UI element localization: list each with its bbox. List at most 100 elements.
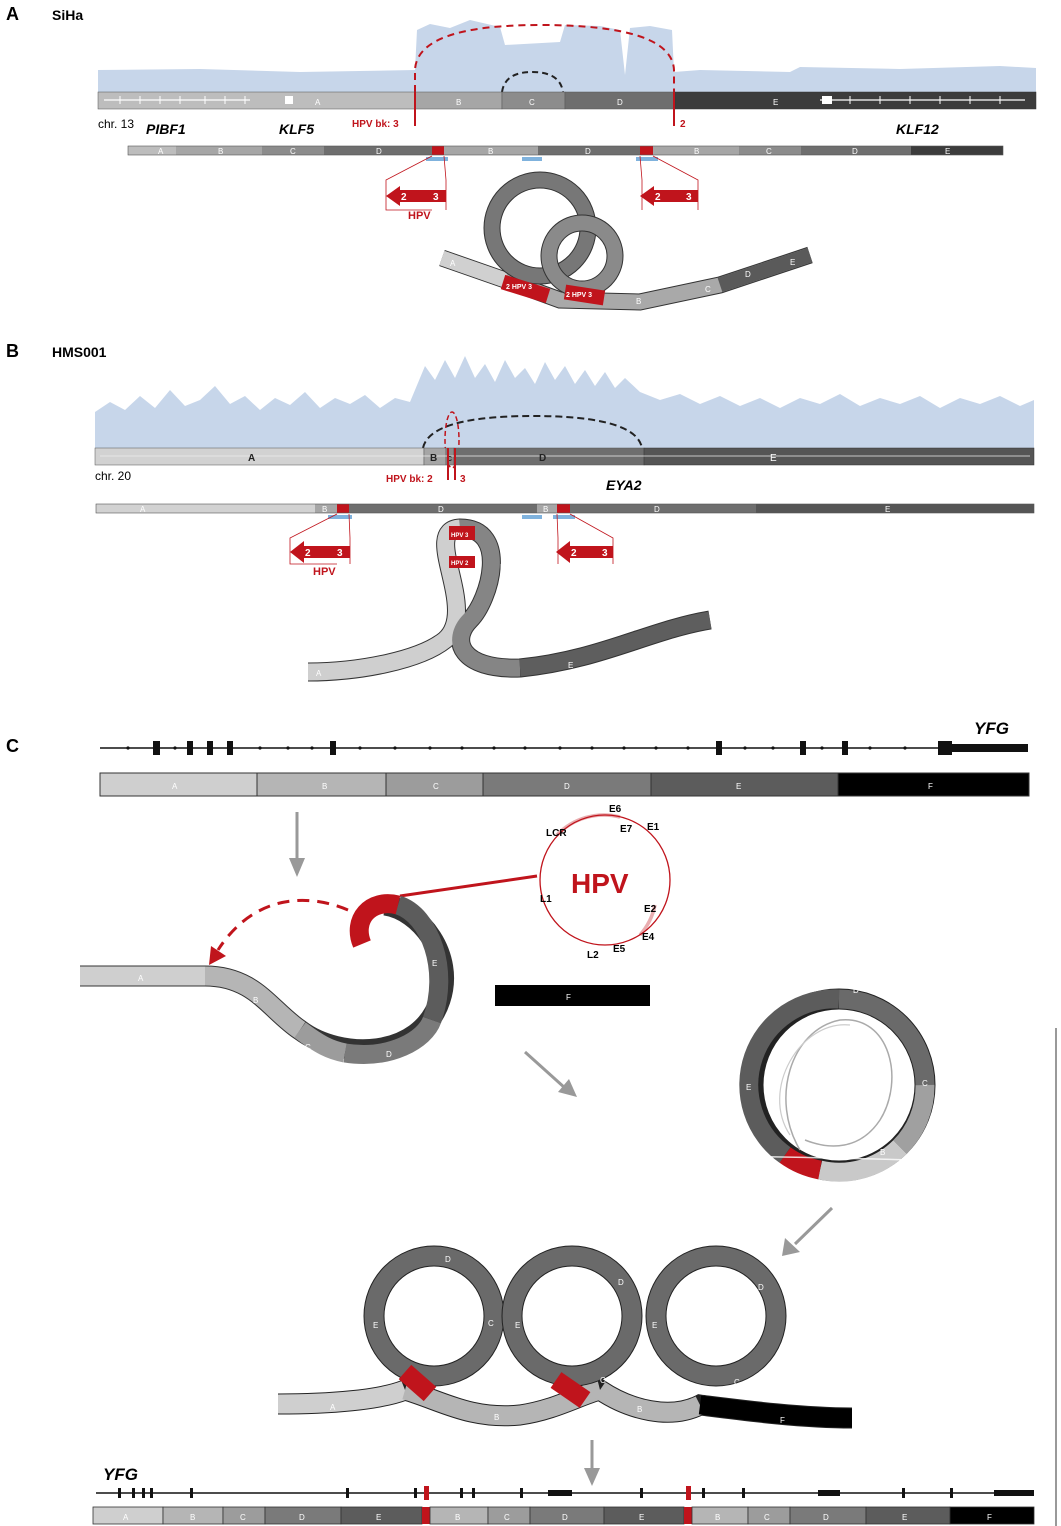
gene-klf12: KLF12 (896, 121, 939, 137)
arrow-b2-num3: 3 (602, 548, 608, 559)
chr13-label-b: B (456, 98, 461, 107)
loop-lbl-c: C (922, 1079, 928, 1088)
chrom-label-a: chr. 13 (98, 117, 134, 131)
curve-lbl-c: C (305, 1043, 311, 1052)
panel-b-letter: B (6, 341, 19, 361)
bot-lbl-3: C (240, 1513, 246, 1522)
bk-mark-b1 (328, 515, 352, 519)
ring-a-lbl-e: E (790, 258, 795, 267)
hpv-gene-e1: E1 (647, 822, 660, 833)
arrow-a2-num3: 3 (686, 192, 692, 203)
loop-lbl-b: B (880, 1148, 885, 1157)
chrom-label-b: chr. 20 (95, 469, 131, 483)
panel-c-letter: C (6, 736, 19, 756)
hpv-bk-label-a: HPV bk: 3 (352, 119, 399, 130)
ra-lbl-7: B (694, 147, 699, 156)
ra-lbl-2: B (218, 147, 223, 156)
tri-lbl-e2: E (515, 1321, 520, 1330)
ra-lbl-1: A (158, 147, 164, 156)
flow-arrow-3 (793, 1206, 834, 1246)
top-bar-lbl-d: D (564, 782, 570, 791)
ra-lbl-4: D (376, 147, 382, 156)
chr20-seg-d (453, 447, 645, 466)
hpv-gene-e6: E6 (609, 804, 622, 815)
junction-arc-b (422, 414, 643, 449)
f-block-lbl: F (566, 993, 571, 1002)
tri-lbl-e1: E (373, 1321, 378, 1330)
chr20-label-a: A (248, 453, 255, 464)
junction-arc-a (501, 70, 564, 93)
gene-klf5: KLF5 (279, 121, 314, 137)
tri-lbl-d2: D (618, 1278, 624, 1287)
bot-lbl-11: C (764, 1513, 770, 1522)
bot-lbl-10: B (715, 1513, 720, 1522)
ring-b-lbl-d: D (500, 563, 506, 572)
loop-lbl-e: E (746, 1083, 751, 1092)
tri-lbl-c3: C (734, 1378, 740, 1387)
rearranged-bar-a (127, 145, 1004, 156)
rb-lbl-1: A (140, 505, 146, 514)
hpv-label-b: HPV (313, 566, 336, 578)
hpv-junction-arc-a (414, 23, 675, 92)
hpv-arrow-a1 (386, 186, 446, 206)
tri-lbl-f: F (780, 1416, 785, 1425)
hpv-label-a: HPV (408, 210, 431, 222)
ring-a-lbl-b: B (636, 297, 641, 306)
bot-lbl-12: D (823, 1513, 829, 1522)
hpv-gene-e2: E2 (644, 904, 657, 915)
panel-a: A SiHa A B C D E (6, 4, 1037, 311)
single-loop (564, 988, 1055, 1188)
ra-lbl-6: D (585, 147, 591, 156)
bot-lbl-6: B (455, 1513, 460, 1522)
gene-pibf1: PIBF1 (146, 121, 186, 137)
loop-lbl-a: A (620, 1175, 626, 1184)
gene-yfg-bottom: YFG (103, 1465, 138, 1484)
segment-f-block (495, 985, 650, 1006)
bk3-label-b: 3 (460, 474, 466, 485)
ra-lbl-3: C (290, 147, 296, 156)
top-bar-lbl-b: B (322, 782, 327, 791)
bk-mark-b2 (522, 515, 542, 519)
gene-yfg-top: YFG (974, 719, 1009, 738)
panel-b: B HMS001 A B C D E chr. 20 HPV bk: 2 3 E… (6, 341, 1035, 682)
tri-lbl-b1: B (494, 1413, 499, 1422)
rb-lbl-3: D (438, 505, 444, 514)
tri-lbl-d3: D (758, 1283, 764, 1292)
ring-b-lbl-a: A (316, 669, 322, 678)
tri-lbl-d1: D (445, 1255, 451, 1264)
curve-lbl-a: A (138, 974, 144, 983)
bot-lbl-14: F (987, 1513, 992, 1522)
bot-lbl-4: D (299, 1513, 305, 1522)
rb-lbl-2: B (322, 505, 327, 514)
top-bar-lbl-a: A (172, 782, 178, 791)
ring-a-hpv2: 2 HPV 3 (566, 292, 592, 299)
arrow-b1-num3: 3 (337, 548, 343, 559)
chr13-label-a: A (315, 98, 321, 107)
arrow-b1-num2: 2 (305, 548, 311, 559)
bot-lbl-1: A (123, 1513, 129, 1522)
hpv-arrow-a2 (640, 186, 698, 206)
coverage-track-b (95, 356, 1034, 448)
ring-b-hpv3: HPV 3 (451, 533, 469, 539)
integration-line (399, 874, 538, 898)
ring-schematic-a (439, 171, 813, 311)
tri-lbl-c1: C (488, 1319, 494, 1328)
hpv-gene-e4: E4 (642, 932, 655, 943)
gene-model-bottom (96, 1486, 1034, 1500)
hpv-bk-label-b: HPV bk: 2 (386, 474, 433, 485)
top-bar-lbl-f: F (928, 782, 933, 791)
bk2-label-a: 2 (680, 119, 686, 130)
integrated-chromosome (80, 894, 455, 1064)
hpv-arrow-b2 (556, 541, 613, 563)
tri-lbl-a: A (330, 1403, 336, 1412)
ring-a-lbl-d: D (745, 270, 751, 279)
chr20-label-c: C (447, 456, 452, 463)
bot-lbl-2: B (190, 1513, 195, 1522)
arrow-a1-num3: 3 (433, 192, 439, 203)
curve-lbl-b: B (253, 996, 258, 1005)
segment-bar-top (99, 772, 1030, 797)
dashed-return-arrow (216, 898, 349, 951)
bk-mark-1 (426, 157, 448, 161)
rb-lbl-6: E (885, 505, 890, 514)
